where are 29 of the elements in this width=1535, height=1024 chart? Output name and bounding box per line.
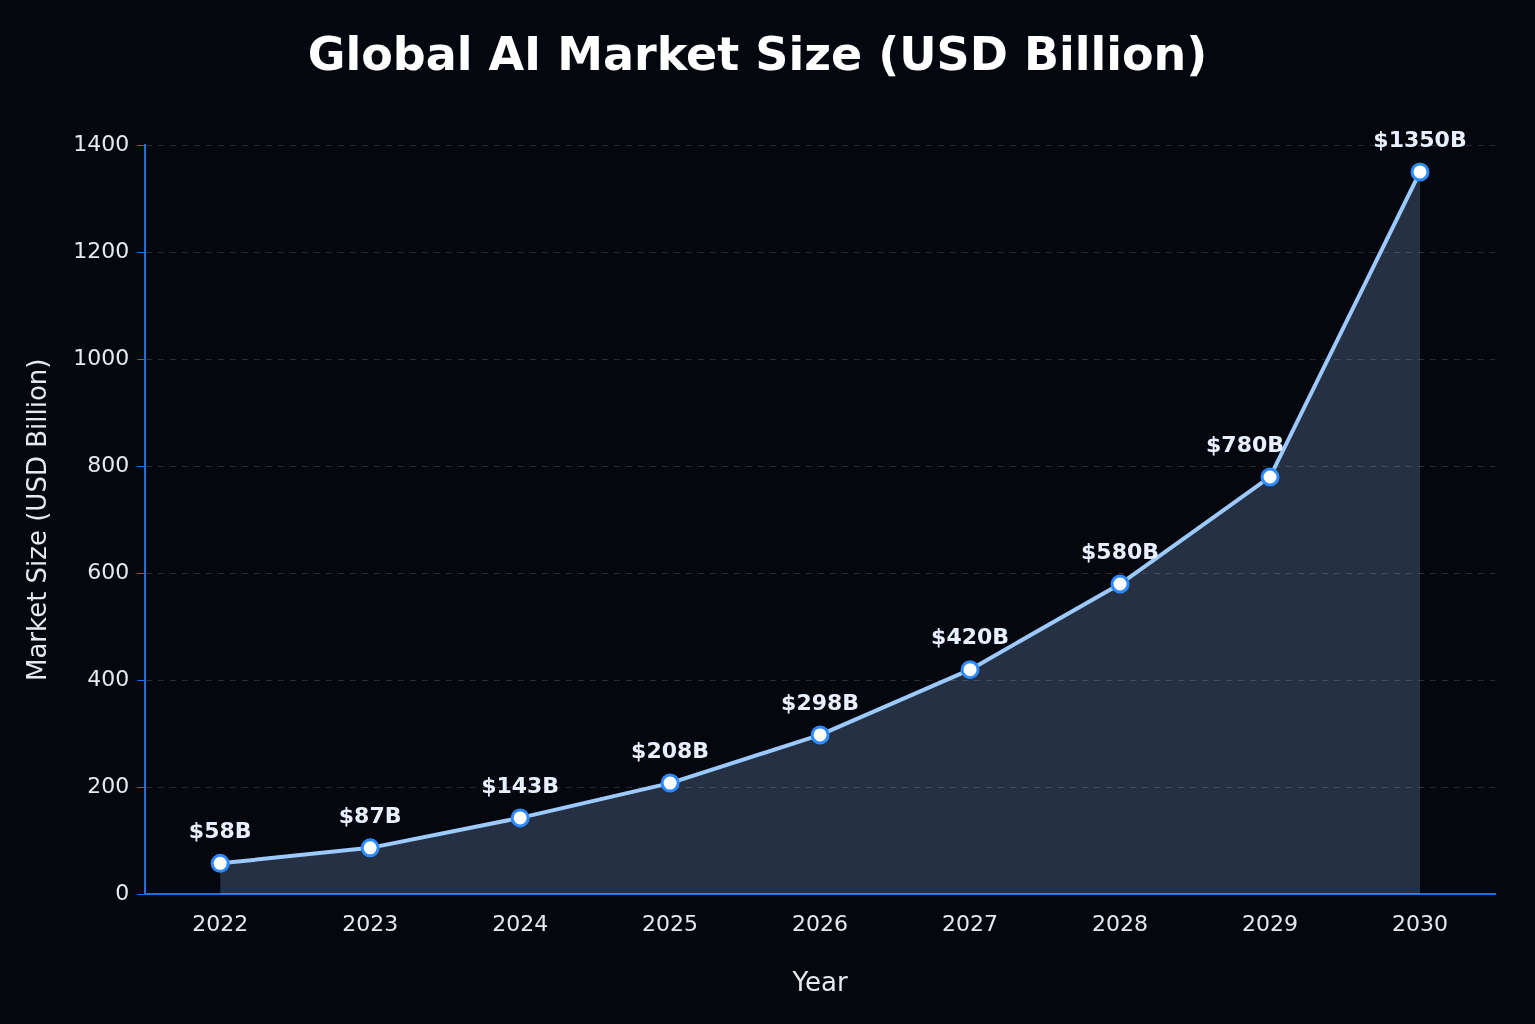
data-label: $208B — [631, 737, 710, 763]
y-tick-label: 1000 — [73, 344, 130, 370]
data-label: $58B — [188, 818, 252, 844]
y-tick-label: 200 — [87, 773, 130, 799]
y-tick-label: 1400 — [73, 130, 130, 156]
x-tick-label: 2027 — [942, 911, 999, 937]
chart-title: Global AI Market Size (USD Billion) — [307, 26, 1208, 81]
y-tick-label: 1200 — [73, 237, 130, 263]
data-label: $580B — [1081, 538, 1160, 564]
x-tick-label: 2024 — [492, 911, 549, 937]
y-tick-label: 600 — [87, 559, 130, 585]
x-tick-label: 2030 — [1392, 911, 1449, 937]
x-tick-label: 2029 — [1242, 911, 1299, 937]
data-label: $143B — [481, 772, 560, 798]
y-axis-title: Market Size (USD Billion) — [22, 358, 53, 682]
x-tick-label: 2025 — [642, 911, 699, 937]
data-label: $298B — [781, 689, 860, 715]
y-tick-label: 400 — [87, 666, 130, 692]
data-label: $420B — [931, 624, 1010, 650]
x-tick-label: 2022 — [192, 911, 249, 937]
y-tick-label: 800 — [87, 452, 130, 477]
y-tick-label: 0 — [115, 880, 130, 906]
x-tick-label: 2026 — [792, 911, 849, 937]
x-tick-label: 2028 — [1092, 911, 1149, 937]
data-label: $87B — [338, 802, 402, 828]
x-axis-title: Year — [791, 967, 848, 998]
x-tick-label: 2023 — [342, 911, 399, 937]
data-label: $1350B — [1373, 126, 1467, 152]
data-label: $780B — [1206, 431, 1285, 457]
